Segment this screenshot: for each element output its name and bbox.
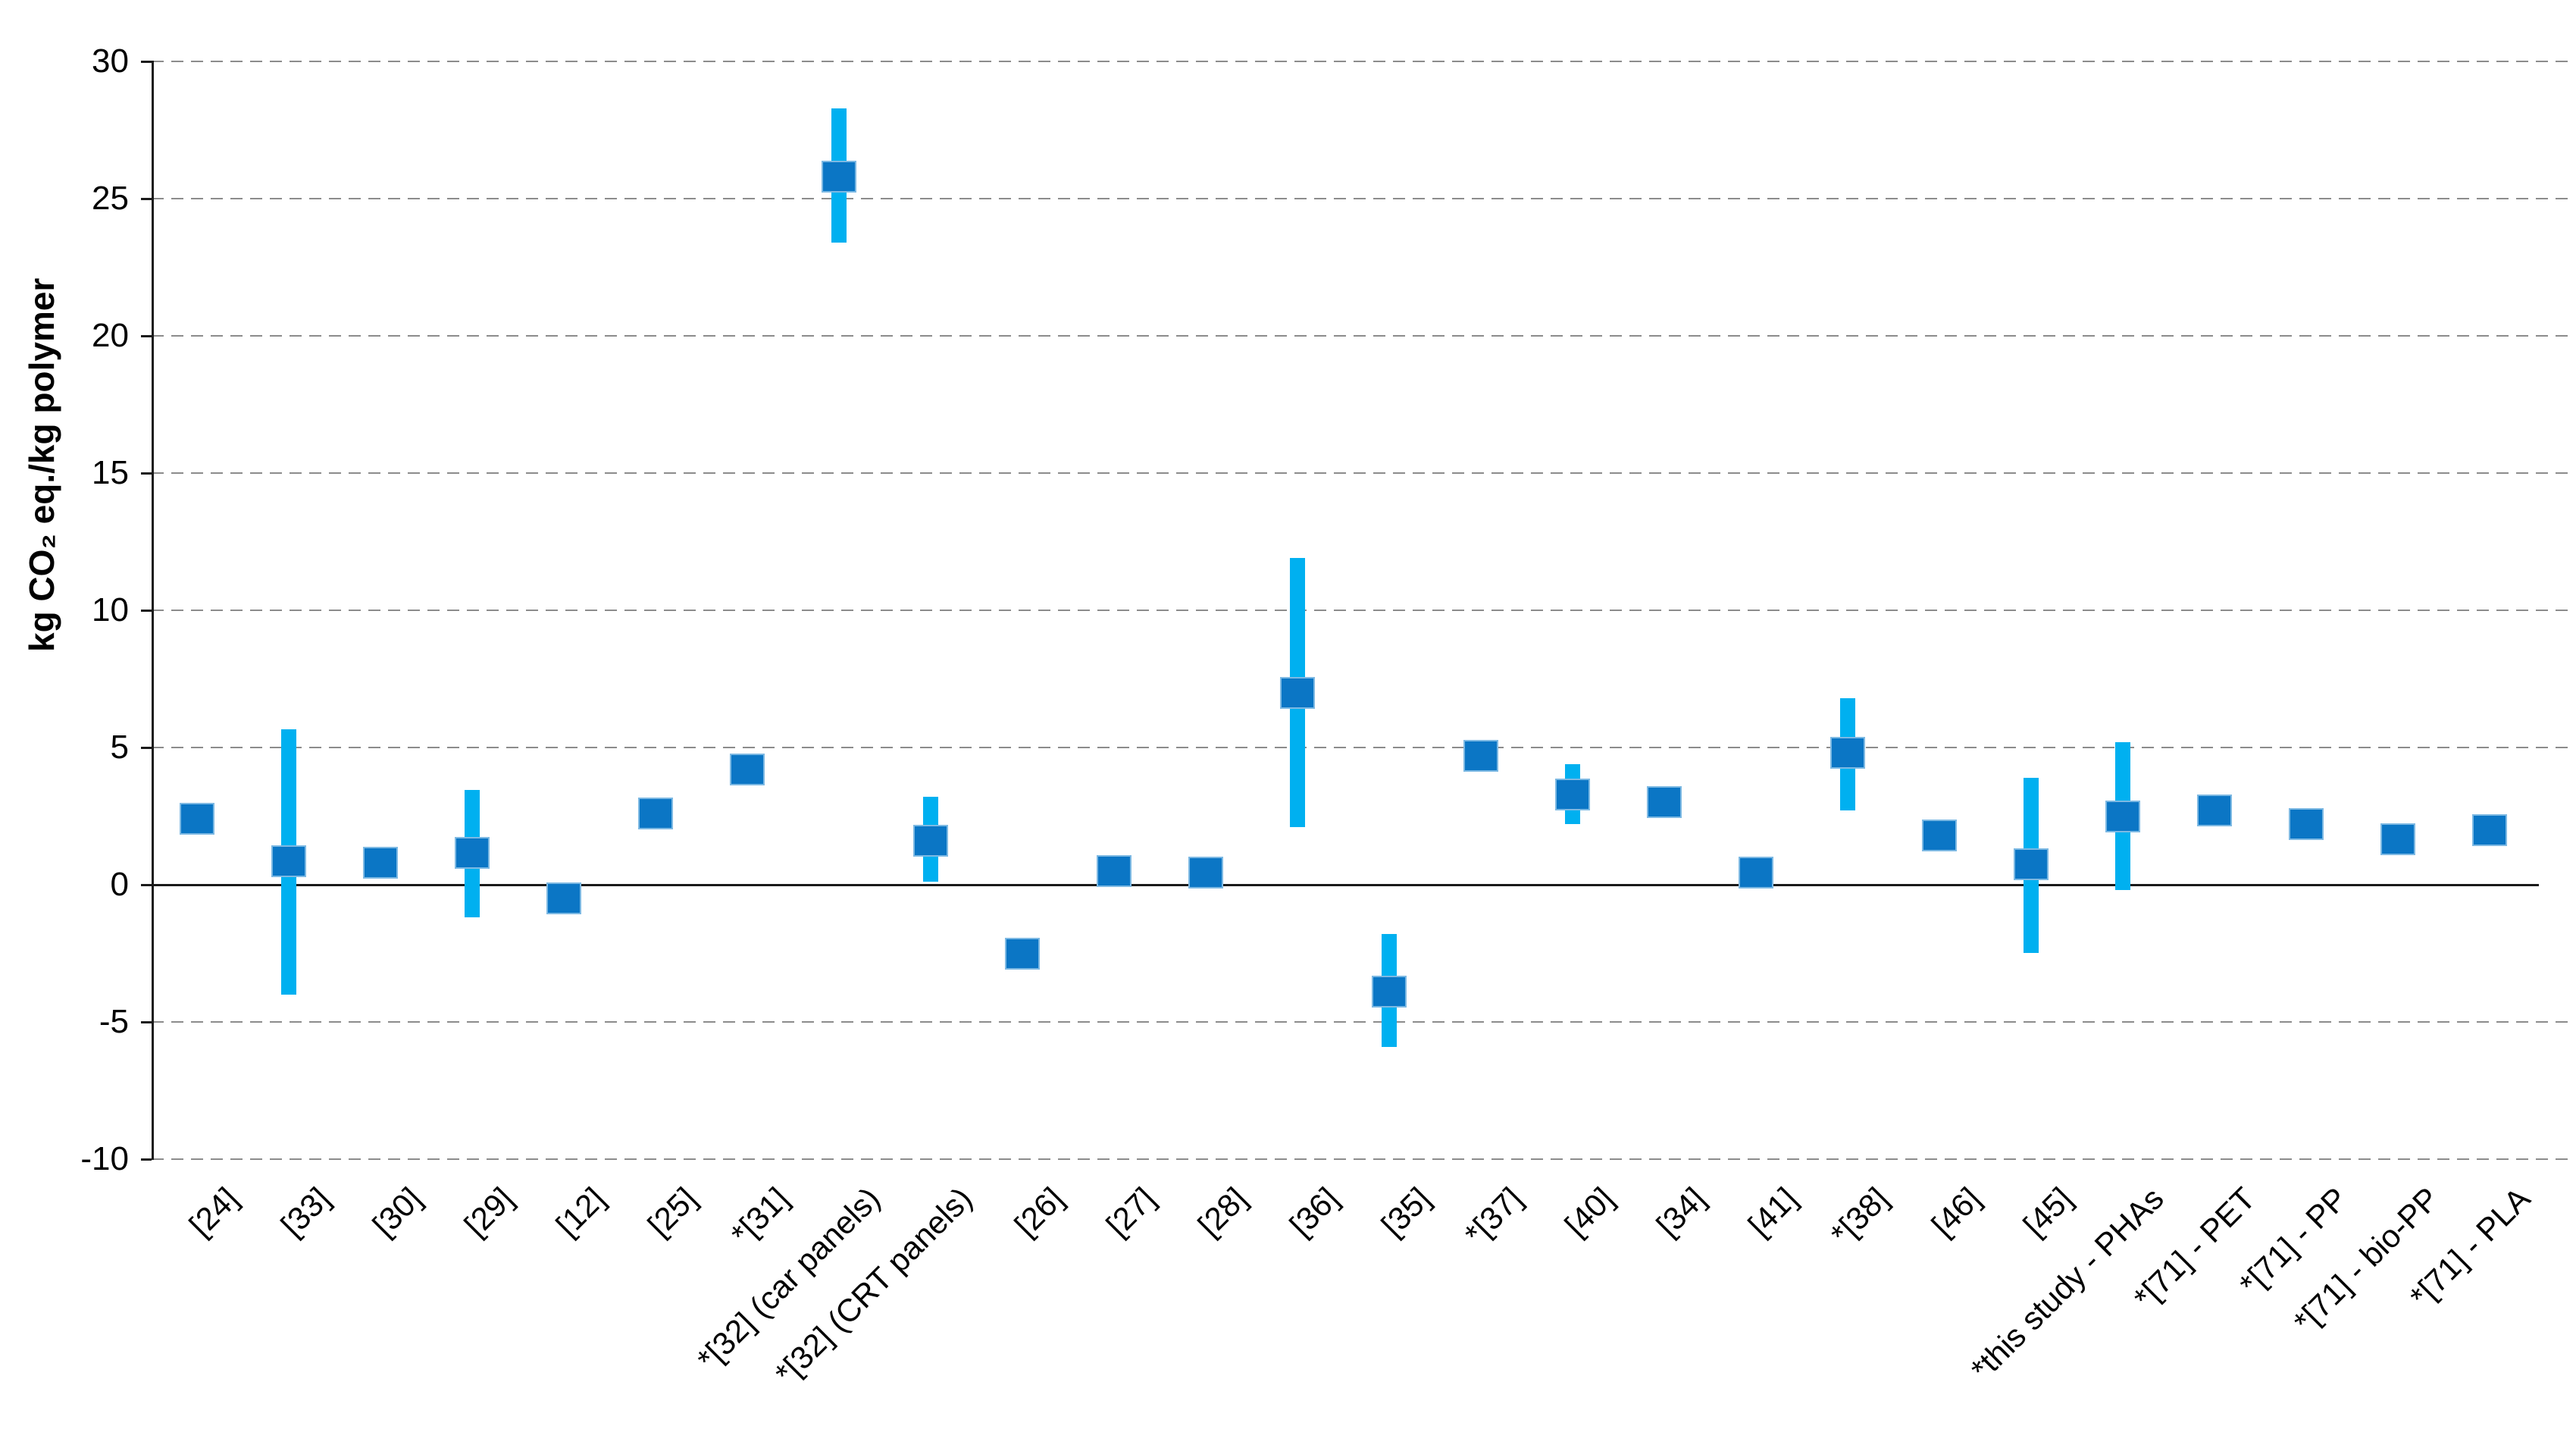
gridline-10: [152, 610, 2573, 611]
data-point-36: [1280, 676, 1316, 709]
data-point-30: [363, 847, 399, 879]
x-tick-label-45: [45]: [2016, 1180, 2079, 1243]
y-tick-label-20: 20: [92, 317, 129, 354]
y-axis-tick-15: [141, 472, 152, 475]
data-point-26: [1005, 937, 1041, 970]
x-tick-label-38: *[38]: [1823, 1180, 1896, 1252]
x-tick-label-40: [40]: [1557, 1180, 1621, 1243]
x-tick-label-37: *[37]: [1457, 1180, 1529, 1252]
y-tick-label-5: 5: [110, 729, 129, 766]
gridline-25: [152, 198, 2573, 199]
x-tick-label-33: [33]: [274, 1180, 337, 1243]
x-tick-label-25: [25]: [640, 1180, 704, 1243]
gridline-30: [152, 61, 2573, 62]
data-point-24: [180, 803, 215, 835]
y-axis-tick-25: [141, 198, 152, 200]
gridline-20: [152, 335, 2573, 337]
data-point-12: [546, 882, 582, 915]
y-axis-tick-30: [141, 61, 152, 63]
x-tick-label-26: [26]: [1007, 1180, 1071, 1243]
data-point-29: [455, 837, 490, 870]
data-point-this-study-phas: [2105, 800, 2140, 832]
y-axis-tick--5: [141, 1021, 152, 1023]
y-tick-label-15: 15: [92, 454, 129, 491]
x-tick-label-41: [41]: [1741, 1180, 1804, 1243]
y-tick-label-10: 10: [92, 591, 129, 628]
x-tick-label-46: [46]: [1924, 1180, 1987, 1243]
y-tick-label-0: 0: [110, 866, 129, 903]
y-tick-label--5: -5: [99, 1003, 129, 1040]
y-axis-tick-5: [141, 747, 152, 749]
data-point-45: [2013, 848, 2049, 880]
y-axis-tick-20: [141, 335, 152, 337]
gridline-15: [152, 472, 2573, 474]
gridline-0: [152, 884, 2539, 886]
x-tick-label-30: [30]: [365, 1180, 429, 1243]
data-point-71-bio-pp: [2380, 823, 2415, 856]
x-tick-label-24: [24]: [182, 1180, 246, 1243]
data-point-71-pet: [2196, 795, 2232, 827]
y-tick-label-25: 25: [92, 180, 129, 217]
x-tick-label-34: [34]: [1649, 1180, 1713, 1243]
data-point-71-pp: [2288, 808, 2324, 841]
gridline--10: [152, 1158, 2573, 1160]
x-tick-label-35: [35]: [1374, 1180, 1438, 1243]
data-point-71-pla: [2471, 813, 2507, 846]
y-tick-label-30: 30: [92, 42, 129, 80]
x-tick-label-27: [27]: [1099, 1180, 1163, 1243]
data-point-41: [1738, 856, 1773, 889]
data-point-33: [271, 845, 307, 878]
gridline-5: [152, 747, 2573, 748]
data-point-46: [1921, 819, 1957, 851]
y-axis-tick--10: [141, 1158, 152, 1161]
y-axis-line: [152, 61, 154, 1160]
x-tick-label-28: [28]: [1191, 1180, 1254, 1243]
x-tick-label-29: [29]: [457, 1180, 521, 1243]
data-point-32-crt-panels: [913, 825, 949, 857]
data-point-37: [1463, 739, 1498, 772]
data-point-28: [1188, 856, 1224, 889]
data-point-38: [1829, 737, 1865, 769]
data-point-27: [1097, 854, 1132, 887]
y-axis-tick-10: [141, 610, 152, 612]
data-point-40: [1554, 778, 1590, 810]
data-point-34: [1646, 786, 1682, 819]
data-point-35: [1371, 976, 1407, 1008]
data-point-25: [638, 797, 674, 829]
x-tick-label-36: [36]: [1282, 1180, 1346, 1243]
x-tick-label-31: *[31]: [724, 1180, 796, 1252]
data-point-31: [730, 753, 765, 785]
y-tick-label--10: -10: [80, 1140, 129, 1177]
x-tick-label-12: [12]: [549, 1180, 612, 1243]
data-point-32-car-panels: [822, 161, 857, 193]
y-axis-tick-0: [141, 884, 152, 886]
gridline--5: [152, 1021, 2573, 1023]
